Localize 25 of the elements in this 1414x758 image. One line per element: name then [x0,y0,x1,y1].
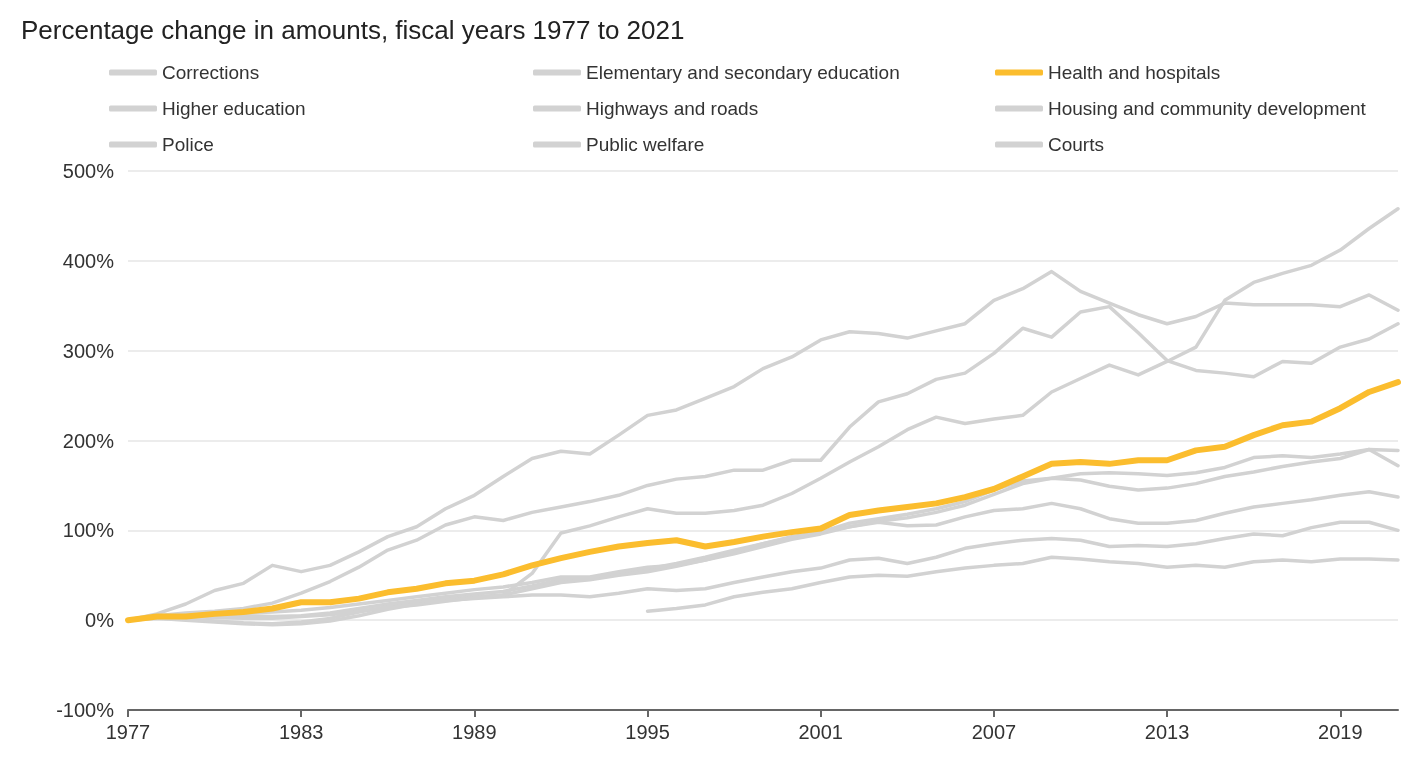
y-tick-label: 300% [62,339,115,362]
legend-label: Highways and roads [586,98,759,119]
y-tick-label: 400% [62,249,115,272]
y-tick-label: 500% [62,160,115,182]
x-tick-label: 1995 [625,721,670,743]
x-tick-label: 1983 [278,721,324,743]
x-tick-label: 2001 [798,721,843,743]
y-tick-label: 200% [62,429,115,452]
legend-label: Corrections [162,62,260,83]
x-tick-label: 2019 [1318,721,1363,743]
legend-label: Housing and community development [1048,98,1367,119]
x-tick-label: 2013 [1144,721,1190,743]
legend-label: Police [162,134,214,155]
legend-label: Courts [1048,134,1104,155]
x-tick-label: 1977 [105,721,151,743]
legend-label: Elementary and secondary education [586,62,900,83]
legend-label: Public welfare [586,134,705,155]
chart-title: Percentage change in amounts, fiscal years 1977 to 2021 [21,15,685,45]
y-tick-label: 0% [85,609,115,632]
legend-label: Higher education [162,98,306,119]
x-tick-label: 2007 [971,721,1017,743]
legend-label: Health and hospitals [1048,62,1221,83]
x-tick-label: 1989 [452,721,497,743]
y-tick-label: -100% [56,699,115,721]
y-tick-label: 100% [62,519,115,542]
